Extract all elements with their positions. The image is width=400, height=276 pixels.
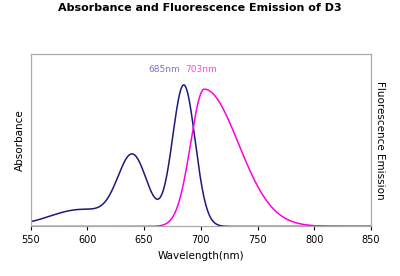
Y-axis label: Fluorescence Emission: Fluorescence Emission [375,81,385,200]
Text: 703nm: 703nm [185,65,217,74]
Text: Absorbance and Fluorescence Emission of D3: Absorbance and Fluorescence Emission of … [58,3,342,13]
Y-axis label: Absorbance: Absorbance [15,109,25,171]
Text: 685nm: 685nm [149,65,180,74]
X-axis label: Wavelength(nm): Wavelength(nm) [158,251,244,261]
